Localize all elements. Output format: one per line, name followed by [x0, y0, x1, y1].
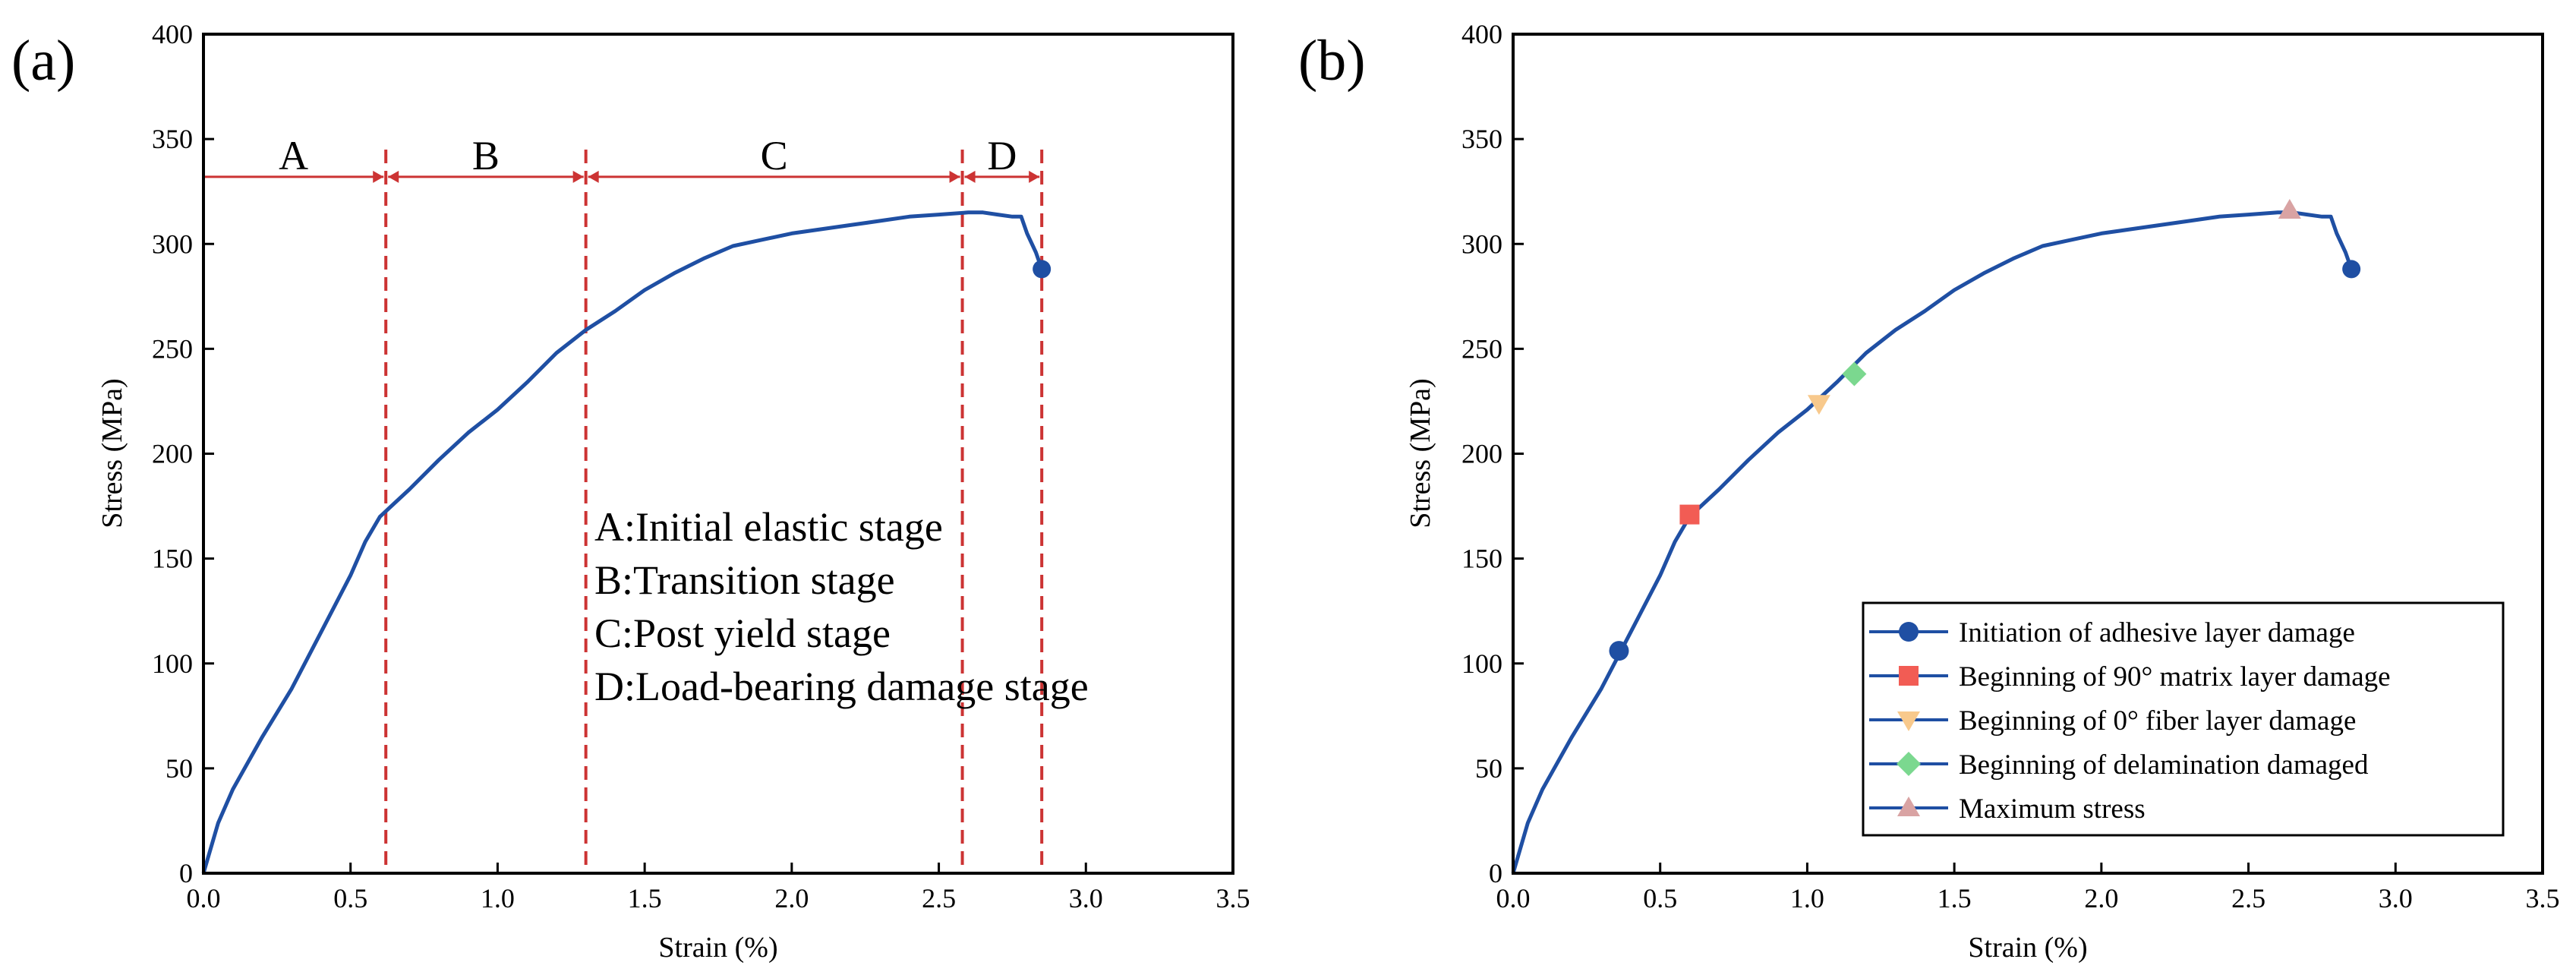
- legend-label: Beginning of delamination damaged: [1959, 749, 2369, 781]
- legend-marker: [1897, 752, 1921, 776]
- stage-arrowhead: [388, 170, 399, 183]
- panel-a-label: (a): [11, 29, 75, 93]
- x-tick-label: 0.5: [333, 883, 367, 913]
- stage-desc-a: A:Initial elastic stage: [594, 504, 943, 550]
- stage-desc-b: B:Transition stage: [594, 557, 895, 603]
- y-tick-label: 250: [152, 333, 193, 364]
- damage-marker: [1679, 504, 1700, 525]
- y-tick-label: 0: [179, 858, 193, 888]
- stage-desc-d: D:Load-bearing damage stage: [594, 664, 1089, 709]
- x-tick-label: 0.5: [1643, 883, 1677, 913]
- y-tick-label: 250: [1461, 333, 1502, 364]
- y-tick-label: 100: [152, 648, 193, 679]
- stage-arrowhead: [949, 170, 960, 183]
- y-tick-label: 150: [152, 544, 193, 574]
- x-tick-label: 2.5: [2231, 883, 2265, 913]
- stage-arrowhead: [1029, 170, 1040, 183]
- x-tick-label: 2.5: [922, 883, 956, 913]
- x-axis-title-b: Strain (%): [1968, 932, 2087, 964]
- panel-b: (b) 0.0 0.5 1.0 1.5 2.0 2.5 3.0 3.5 0 50 100 150 20…: [1298, 19, 2560, 964]
- x-tick-label: 3.5: [1216, 883, 1250, 913]
- failure-point-b: [2342, 260, 2361, 279]
- legend-marker: [1899, 622, 1919, 642]
- x-tick-label: 0.0: [1496, 883, 1531, 913]
- stage-arrowhead: [588, 170, 599, 183]
- stage-label: A: [279, 133, 308, 178]
- x-tick-label: 2.0: [774, 883, 809, 913]
- damage-marker: [1842, 361, 1867, 386]
- y-tick-label: 150: [1461, 544, 1502, 574]
- stage-descriptions: A:Initial elastic stage B:Transition sta…: [594, 504, 1089, 709]
- x-tick-label: 3.0: [2379, 883, 2413, 913]
- x-tick-label: 1.5: [628, 883, 662, 913]
- x-tick-label: 2.0: [2084, 883, 2118, 913]
- y-axis-b: 0 50 100 150 200 250 300 350 400: [1461, 19, 1524, 888]
- y-tick-label: 0: [1489, 858, 1502, 888]
- x-tick-label: 3.0: [1069, 883, 1103, 913]
- stage-arrowhead: [964, 170, 976, 183]
- y-tick-label: 300: [152, 229, 193, 259]
- y-tick-label: 400: [1461, 19, 1502, 49]
- x-axis-a: 0.0 0.5 1.0 1.5 2.0 2.5 3.0 3.5: [187, 863, 1250, 913]
- x-axis-title-a: Strain (%): [658, 932, 777, 964]
- y-tick-label: 350: [1461, 124, 1502, 154]
- stage-label: C: [761, 133, 788, 178]
- x-tick-label: 0.0: [187, 883, 221, 913]
- x-tick-label: 1.0: [481, 883, 515, 913]
- legend-box: [1862, 601, 2505, 837]
- x-tick-label: 1.0: [1790, 883, 1824, 913]
- stage-desc-c: C:Post yield stage: [594, 610, 891, 656]
- plot-frame-a: [202, 33, 1234, 875]
- x-tick-label: 3.5: [2526, 883, 2560, 913]
- legend-marker: [1899, 666, 1919, 686]
- y-tick-label: 200: [152, 439, 193, 469]
- y-axis-title-b: Stress (MPa): [1405, 378, 1436, 528]
- legend-label: Initiation of adhesive layer damage: [1959, 617, 2355, 648]
- legend-marker: [1897, 711, 1920, 731]
- x-axis-b: 0.0 0.5 1.0 1.5 2.0 2.5 3.0 3.5: [1496, 863, 2560, 913]
- stage-arrowhead: [572, 170, 584, 183]
- damage-marker: [1807, 395, 1830, 415]
- damage-marker: [1609, 641, 1629, 661]
- legend: Initiation of adhesive layer damage Begin…: [1862, 601, 2505, 837]
- stress-strain-curve-a: [201, 210, 1044, 874]
- stage-arrowhead: [373, 170, 384, 183]
- y-axis-a: 0 50 100 150 200 250 300 350 400: [152, 19, 214, 888]
- y-tick-label: 350: [152, 124, 193, 154]
- x-tick-label: 1.5: [1938, 883, 1972, 913]
- stage-label: B: [472, 133, 500, 178]
- panel-b-label: (b): [1298, 29, 1366, 93]
- y-tick-label: 400: [152, 19, 193, 49]
- y-tick-label: 100: [1461, 648, 1502, 679]
- stage-label: D: [987, 133, 1017, 178]
- legend-label: Beginning of 90° matrix layer damage: [1959, 661, 2391, 692]
- damage-marker: [2278, 199, 2301, 219]
- y-tick-label: 300: [1461, 229, 1502, 259]
- y-tick-label: 50: [1475, 753, 1502, 784]
- panel-a: (a) A B C D A:Initial elastic stage B:Trans…: [11, 19, 1250, 964]
- legend-marker: [1897, 797, 1920, 816]
- y-tick-label: 200: [1461, 439, 1502, 469]
- y-tick-label: 50: [166, 753, 193, 784]
- y-axis-title-a: Stress (MPa): [96, 378, 128, 528]
- stage-arrows: [203, 170, 1040, 183]
- failure-point-a: [1033, 260, 1052, 279]
- legend-label: Beginning of 0° fiber layer damage: [1959, 705, 2356, 737]
- legend-label: Maximum stress: [1959, 793, 2146, 825]
